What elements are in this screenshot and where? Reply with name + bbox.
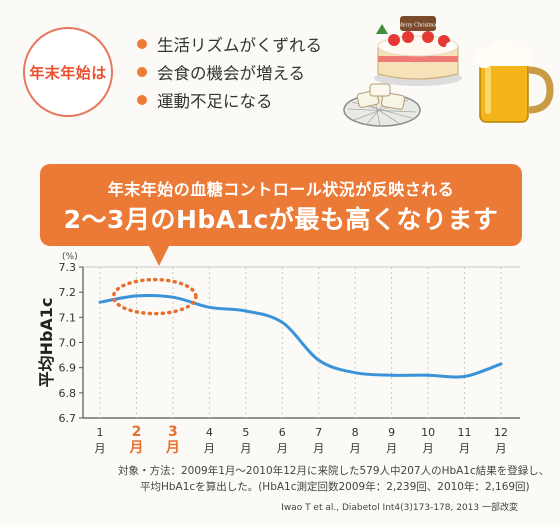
y-unit-label: (%) bbox=[62, 252, 78, 262]
x-tick-unit: 月 bbox=[204, 442, 215, 455]
y-tick-label: 6.7 bbox=[59, 412, 77, 425]
mochi-grill-icon bbox=[343, 83, 421, 127]
festive-illustration: Merry Christmas bbox=[343, 16, 554, 127]
y-tick-label: 7.3 bbox=[59, 261, 77, 274]
x-tick-label: 1 bbox=[97, 426, 104, 439]
y-tick-label: 7.2 bbox=[59, 286, 77, 299]
y-tick-label: 6.9 bbox=[59, 362, 77, 375]
x-tick-unit: 月 bbox=[350, 442, 361, 455]
footnote-line: 平均HbA1cを算出した。(HbA1c測定回数2009年：2,239回、2010… bbox=[140, 481, 530, 493]
list-item: 運動不足になる bbox=[137, 86, 322, 114]
x-tick-label: 11 bbox=[458, 426, 472, 439]
y-tick-label: 7.1 bbox=[59, 311, 77, 324]
x-tick-label: 4 bbox=[206, 426, 213, 439]
callout-subheading: 年末年始の血糖コントロール状況が反映される bbox=[107, 180, 455, 199]
x-tick-label: 5 bbox=[242, 426, 249, 439]
x-tick-label: 12 bbox=[494, 426, 508, 439]
y-tick-label: 7.0 bbox=[59, 337, 77, 350]
bullet-dot-icon bbox=[137, 39, 147, 49]
x-tick-label: 6 bbox=[279, 426, 286, 439]
x-tick-unit: 月 bbox=[459, 442, 470, 455]
x-tick-label: 7 bbox=[315, 426, 322, 439]
source-citation: Iwao T et al., Diabetol Int4(3)173-178, … bbox=[281, 503, 518, 513]
badge-label: 年末年始は bbox=[29, 63, 107, 82]
footnote-line: 対象・方法：2009年1月〜2010年12月に来院した579人中207人のHbA… bbox=[118, 465, 550, 477]
callout-pointer bbox=[148, 244, 170, 266]
callout-heading: 2〜3月のHbA1cが最も高くなります bbox=[63, 205, 499, 234]
beer-mug-icon bbox=[473, 40, 554, 123]
x-tick-unit: 月 bbox=[313, 442, 324, 455]
y-axis-label: 平均HbA1c bbox=[37, 298, 56, 388]
x-tick-unit: 月 bbox=[128, 440, 143, 456]
y-tick-label: 6.8 bbox=[59, 387, 77, 400]
cake-plate-text: Merry Christmas bbox=[398, 23, 439, 29]
series-line bbox=[98, 293, 503, 379]
list-item: 生活リズムがくずれる bbox=[137, 30, 322, 58]
study-footnote: 対象・方法：2009年1月〜2010年12月に来院した579人中207人のHbA… bbox=[118, 463, 549, 495]
list-item-text: 会食の機会が増える bbox=[157, 64, 306, 83]
x-tick-unit: 月 bbox=[240, 442, 251, 455]
peak-highlight-ring bbox=[111, 277, 198, 316]
cause-list: 生活リズムがくずれる 会食の機会が増える 運動不足になる bbox=[137, 30, 322, 114]
list-item-text: 生活リズムがくずれる bbox=[157, 36, 322, 55]
bullet-dot-icon bbox=[137, 67, 147, 77]
x-tick-unit: 月 bbox=[165, 440, 180, 456]
key-message-callout: 年末年始の血糖コントロール状況が反映される 2〜3月のHbA1cが最も高くなりま… bbox=[40, 164, 522, 246]
x-tick-label: 8 bbox=[352, 426, 359, 439]
x-tick-label: 2 bbox=[132, 424, 142, 440]
bullet-dot-icon bbox=[137, 95, 147, 105]
x-tick-unit: 月 bbox=[496, 442, 507, 455]
x-tick-unit: 月 bbox=[95, 442, 106, 455]
christmas-cake-icon: Merry Christmas bbox=[374, 16, 462, 86]
y-axis-ticks: 6.7 6.8 6.9 7.0 7.1 7.2 7.3 bbox=[59, 261, 83, 425]
year-end-badge: 年末年始は bbox=[23, 27, 113, 117]
x-tick-unit: 月 bbox=[277, 442, 288, 455]
x-tick-label: 3 bbox=[168, 424, 178, 440]
x-tick-label: 9 bbox=[388, 426, 395, 439]
x-tick-label: 10 bbox=[421, 426, 435, 439]
x-tick-unit: 月 bbox=[386, 442, 397, 455]
list-item-text: 運動不足になる bbox=[157, 92, 273, 111]
list-item: 会食の機会が増える bbox=[137, 58, 322, 86]
x-tick-unit: 月 bbox=[423, 442, 434, 455]
